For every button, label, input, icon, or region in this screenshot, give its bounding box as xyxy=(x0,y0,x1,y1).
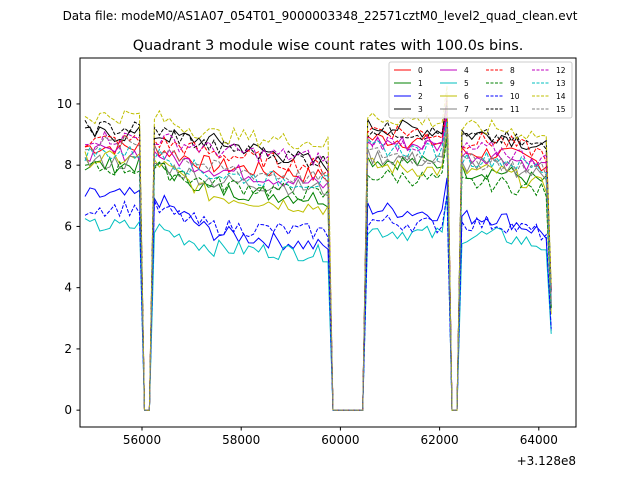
series-10-line xyxy=(84,195,552,411)
series-8-line xyxy=(84,95,552,411)
legend-label-2: 2 xyxy=(418,92,423,101)
legend-label-1: 1 xyxy=(418,79,423,88)
axes-frame xyxy=(79,57,577,428)
legend-label-7: 7 xyxy=(464,105,469,114)
legend-label-3: 3 xyxy=(418,105,423,114)
legend-label-4: 4 xyxy=(464,66,469,75)
series-13-line xyxy=(84,121,552,411)
y-tick-label: 8 xyxy=(64,158,72,172)
x-tick-label: 62000 xyxy=(421,433,459,447)
legend-label-14: 14 xyxy=(556,92,566,101)
legend-label-0: 0 xyxy=(418,66,423,75)
legend-label-12: 12 xyxy=(556,66,566,75)
series-12-line xyxy=(84,107,552,411)
legend-label-8: 8 xyxy=(510,66,515,75)
legend-label-11: 11 xyxy=(510,105,520,114)
series-9-line xyxy=(84,137,552,411)
y-tick-label: 4 xyxy=(64,281,72,295)
series-4-line xyxy=(84,116,552,411)
series-5-line xyxy=(84,195,552,411)
legend-label-13: 13 xyxy=(556,79,566,88)
x-tick-label: 58000 xyxy=(222,433,260,447)
series-11-line xyxy=(84,102,552,411)
series-15-line xyxy=(84,128,552,411)
x-tick-label: 56000 xyxy=(123,433,161,447)
x-tick-label: 60000 xyxy=(321,433,359,447)
x-offset-label: +3.128e8 xyxy=(517,454,576,468)
series-1-line xyxy=(84,135,552,411)
series-2-line xyxy=(84,177,552,411)
legend-label-5: 5 xyxy=(464,79,469,88)
suptitle: Data file: modeM0/AS1A07_054T01_90000033… xyxy=(63,9,578,23)
legend-label-15: 15 xyxy=(556,105,566,114)
legend-box xyxy=(388,61,573,119)
chart-title: Quadrant 3 module wise count rates with … xyxy=(133,38,524,54)
plot-area xyxy=(84,86,552,411)
y-tick-label: 6 xyxy=(64,219,72,233)
y-tick-label: 0 xyxy=(64,403,72,417)
y-tick-label: 10 xyxy=(57,97,72,111)
legend-label-9: 9 xyxy=(510,79,515,88)
series-14-line xyxy=(84,86,552,411)
y-tick-label: 2 xyxy=(64,342,72,356)
x-tick-label: 64000 xyxy=(520,433,558,447)
legend-label-10: 10 xyxy=(510,92,520,101)
legend-label-6: 6 xyxy=(464,92,469,101)
